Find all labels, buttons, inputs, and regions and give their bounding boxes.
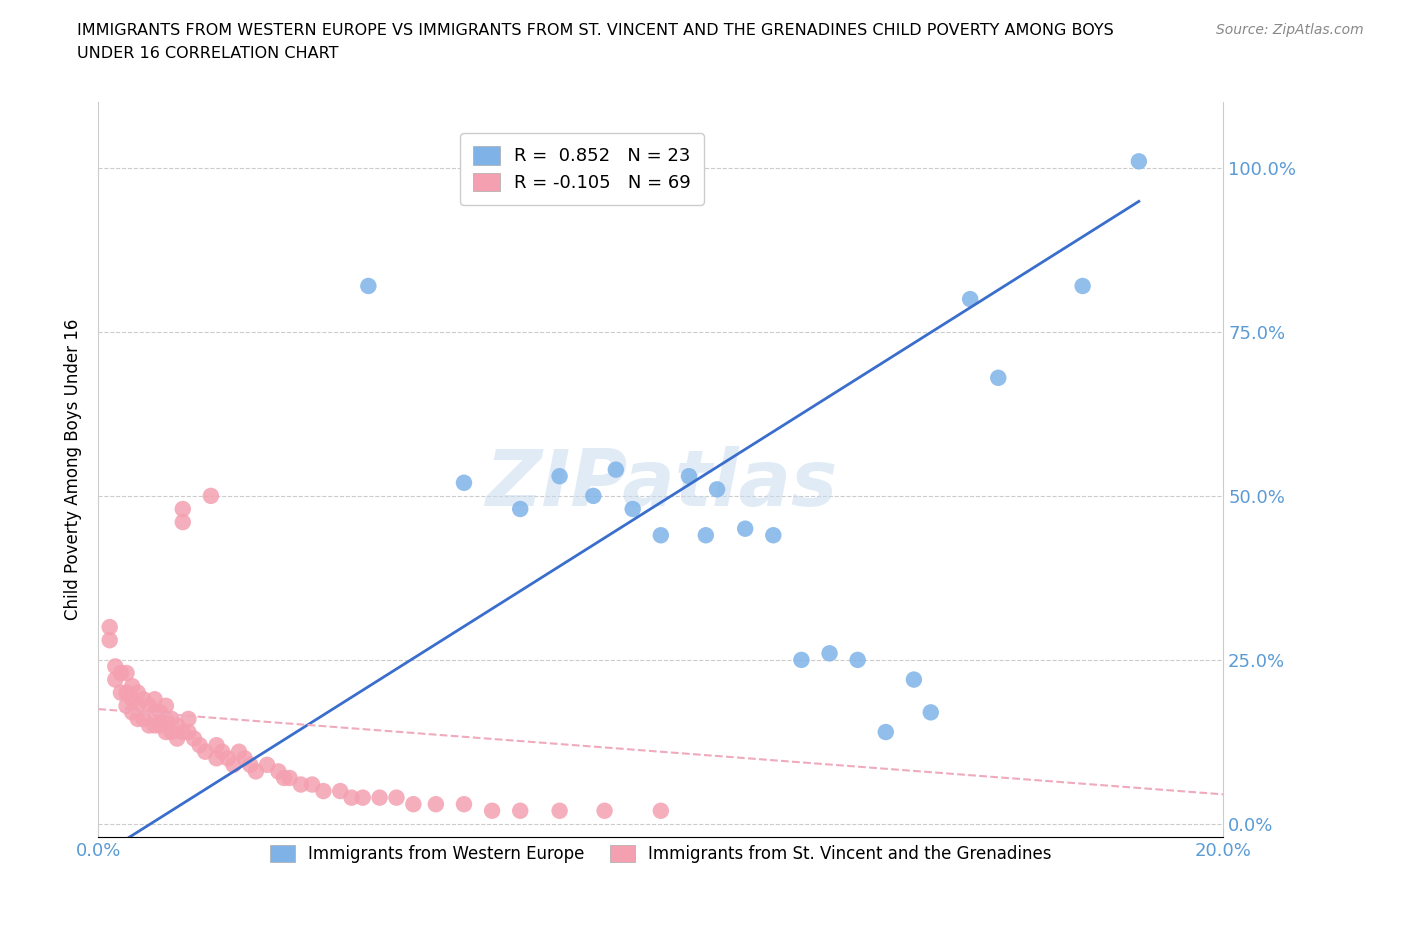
Point	[352, 790, 374, 805]
Point	[453, 797, 475, 812]
Point	[149, 718, 172, 733]
Point	[903, 672, 925, 687]
Point	[650, 804, 672, 818]
Point	[548, 804, 571, 818]
Point	[205, 737, 228, 752]
Point	[143, 705, 166, 720]
Point	[149, 705, 172, 720]
Point	[239, 757, 262, 772]
Point	[245, 764, 267, 778]
Text: UNDER 16 CORRELATION CHART: UNDER 16 CORRELATION CHART	[77, 46, 339, 61]
Point	[200, 488, 222, 503]
Point	[312, 784, 335, 799]
Point	[194, 744, 217, 759]
Point	[205, 751, 228, 765]
Point	[818, 645, 841, 660]
Text: IMMIGRANTS FROM WESTERN EUROPE VS IMMIGRANTS FROM ST. VINCENT AND THE GRENADINES: IMMIGRANTS FROM WESTERN EUROPE VS IMMIGR…	[77, 23, 1114, 38]
Point	[368, 790, 391, 805]
Point	[132, 692, 155, 707]
Point	[98, 619, 121, 634]
Point	[790, 653, 813, 668]
Point	[706, 482, 728, 497]
Text: Source: ZipAtlas.com: Source: ZipAtlas.com	[1216, 23, 1364, 37]
Point	[217, 751, 239, 765]
Point	[188, 737, 211, 752]
Point	[481, 804, 503, 818]
Point	[273, 771, 295, 786]
Point	[621, 501, 644, 516]
Point	[177, 724, 200, 739]
Point	[138, 698, 160, 713]
Point	[155, 698, 177, 713]
Point	[160, 711, 183, 726]
Point	[425, 797, 447, 812]
Point	[121, 679, 143, 694]
Point	[762, 528, 785, 543]
Point	[98, 632, 121, 647]
Point	[211, 744, 233, 759]
Point	[678, 469, 700, 484]
Point	[385, 790, 408, 805]
Point	[127, 698, 149, 713]
Point	[1071, 279, 1094, 294]
Point	[104, 672, 127, 687]
Point	[127, 685, 149, 700]
Point	[920, 705, 942, 720]
Point	[155, 724, 177, 739]
Point	[650, 528, 672, 543]
Point	[155, 711, 177, 726]
Point	[290, 777, 312, 792]
Point	[734, 521, 756, 536]
Point	[166, 731, 188, 746]
Point	[121, 705, 143, 720]
Point	[357, 279, 380, 294]
Point	[987, 370, 1010, 385]
Point	[138, 718, 160, 733]
Point	[509, 804, 531, 818]
Point	[127, 711, 149, 726]
Point	[110, 685, 132, 700]
Point	[605, 462, 627, 477]
Point	[143, 718, 166, 733]
Point	[301, 777, 323, 792]
Point	[340, 790, 363, 805]
Point	[453, 475, 475, 490]
Point	[329, 784, 352, 799]
Point	[160, 724, 183, 739]
Point	[166, 718, 188, 733]
Point	[509, 501, 531, 516]
Point	[121, 692, 143, 707]
Text: ZIPatlas: ZIPatlas	[485, 446, 837, 523]
Point	[593, 804, 616, 818]
Point	[143, 692, 166, 707]
Point	[115, 698, 138, 713]
Point	[1128, 153, 1150, 168]
Point	[267, 764, 290, 778]
Point	[256, 757, 278, 772]
Point	[132, 711, 155, 726]
Point	[172, 501, 194, 516]
Point	[233, 751, 256, 765]
Point	[177, 711, 200, 726]
Legend: Immigrants from Western Europe, Immigrants from St. Vincent and the Grenadines: Immigrants from Western Europe, Immigran…	[260, 834, 1062, 872]
Point	[104, 659, 127, 674]
Point	[115, 685, 138, 700]
Point	[183, 731, 205, 746]
Point	[846, 653, 869, 668]
Point	[278, 771, 301, 786]
Point	[695, 528, 717, 543]
Point	[228, 744, 250, 759]
Point	[110, 666, 132, 681]
Point	[172, 724, 194, 739]
Point	[875, 724, 897, 739]
Y-axis label: Child Poverty Among Boys Under 16: Child Poverty Among Boys Under 16	[65, 319, 83, 620]
Point	[582, 488, 605, 503]
Point	[402, 797, 425, 812]
Point	[172, 514, 194, 529]
Point	[959, 292, 981, 307]
Point	[222, 757, 245, 772]
Point	[115, 666, 138, 681]
Point	[548, 469, 571, 484]
